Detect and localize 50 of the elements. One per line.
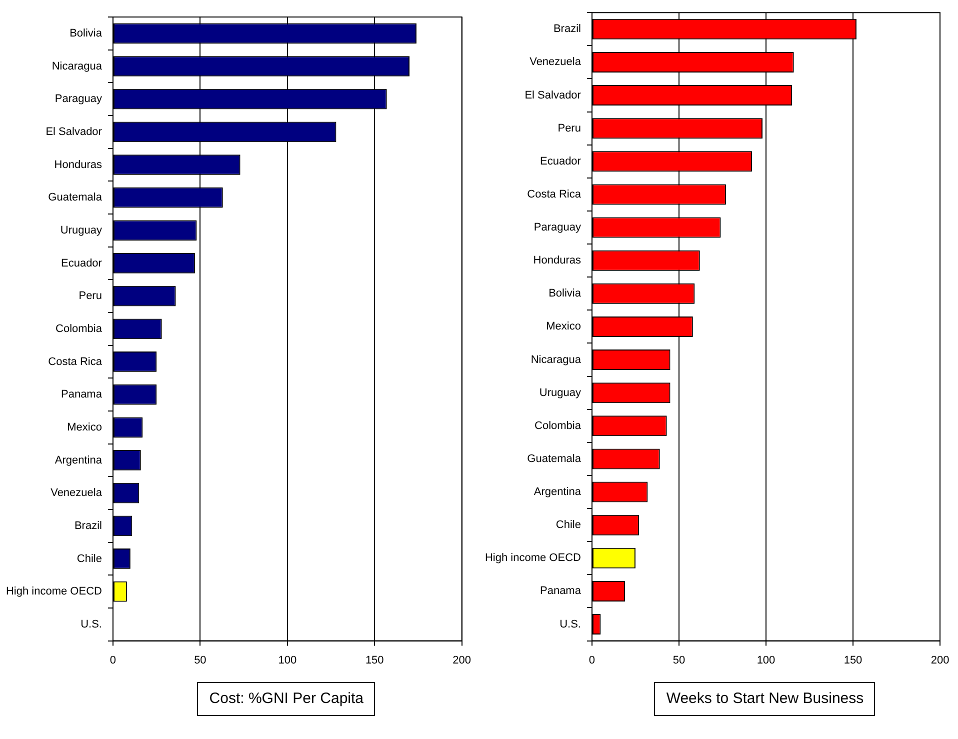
x-tick-label: 50 <box>194 654 206 666</box>
y-tick-label: Chile <box>556 519 581 532</box>
y-tick-label: Panama <box>540 585 582 598</box>
y-tick-label: Costa Rica <box>527 188 582 200</box>
y-tick-label: Mexico <box>67 421 102 434</box>
y-tick-label: Peru <box>558 122 581 134</box>
y-tick-label: Panama <box>60 388 103 401</box>
x-tick-label: 0 <box>588 654 596 666</box>
text: Cost: %GNI Per Capita <box>197 682 376 716</box>
y-tick-label: Argentina <box>534 486 582 498</box>
y-tick-label: Paraguay <box>534 222 582 234</box>
y-tick-label: Costa Rica <box>48 356 103 368</box>
x-tick-label: 100 <box>756 654 776 666</box>
x-tick-label: 200 <box>452 654 472 666</box>
y-tick-label: Uruguay <box>60 224 102 236</box>
x-tick-label: 0 <box>110 654 116 666</box>
y-tick-label: Argentina <box>54 454 103 466</box>
x-tick-label: 150 <box>844 654 862 666</box>
y-tick-label: Brazil <box>553 23 581 36</box>
y-tick-label: Uruguay <box>539 386 582 399</box>
y-tick-label: High income OECD <box>484 552 582 564</box>
y-tick-label: High income OECD <box>6 586 102 598</box>
y-tick-label: Bolivia <box>70 27 103 40</box>
y-tick-label: U.S. <box>560 618 581 630</box>
y-tick-label: Ecuador <box>60 257 102 270</box>
y-tick-label: El Salvador <box>524 89 582 102</box>
y-tick-label: El Salvador <box>46 126 102 138</box>
x-tick-label: 100 <box>278 654 297 666</box>
y-tick-label: Chile <box>76 552 102 565</box>
x-tick-label: 50 <box>672 654 686 666</box>
x-tick-label: 200 <box>930 654 950 666</box>
y-tick-label: Colombia <box>56 322 103 335</box>
y-tick-label: Ecuador <box>540 155 582 168</box>
y-tick-label: Guatemala <box>48 192 103 204</box>
y-tick-label: Venezuela <box>50 487 103 500</box>
y-tick-label: Colombia <box>534 420 582 432</box>
text: Weeks to Start New Business <box>654 682 876 716</box>
y-tick-label: Nicaragua <box>52 60 103 72</box>
y-tick-label: Honduras <box>533 254 582 267</box>
y-tick-label: Peru <box>78 290 102 302</box>
y-tick-label: Paraguay <box>54 93 102 106</box>
y-tick-label: Brazil <box>74 520 102 532</box>
y-tick-label: Nicaragua <box>530 354 582 366</box>
x-tick-label: 150 <box>365 654 384 666</box>
y-tick-label: Guatemala <box>527 452 582 465</box>
y-tick-label: U.S. <box>80 618 102 630</box>
y-tick-label: Mexico <box>546 320 581 333</box>
y-tick-label: Bolivia <box>548 288 582 300</box>
y-tick-label: Venezuela <box>530 56 582 68</box>
y-tick-label: Honduras <box>54 158 102 171</box>
